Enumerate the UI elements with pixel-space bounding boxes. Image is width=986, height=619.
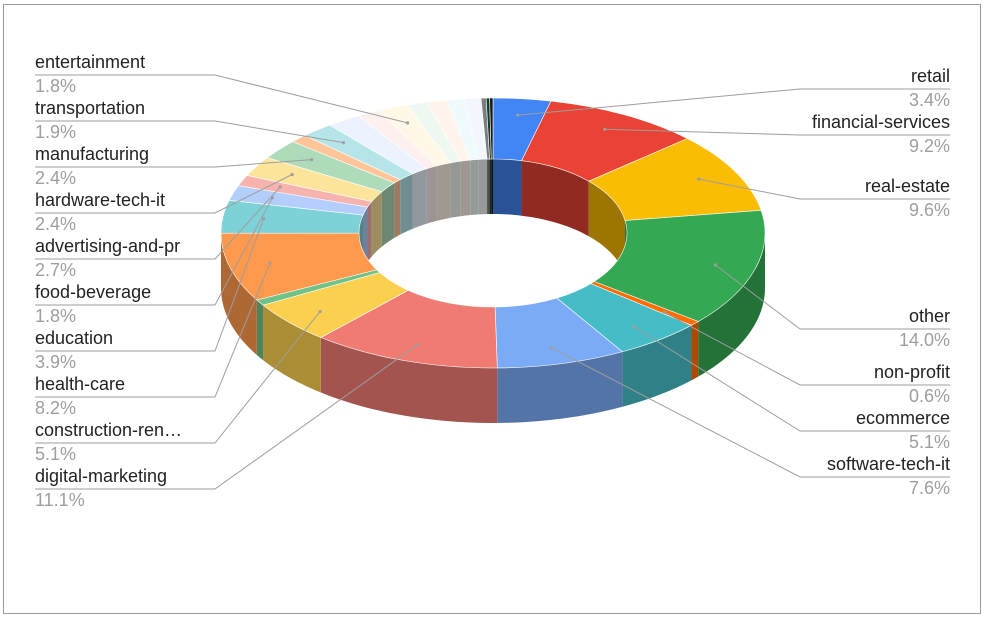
- leader-dot-transportation: [341, 141, 346, 145]
- label-hardware-tech-it: hardware-tech-it: [35, 190, 165, 210]
- inner-wall-16-1: [394, 179, 401, 238]
- label-retail: retail: [911, 66, 950, 86]
- label-advertising-and-pr: advertising-and-pr: [35, 236, 180, 256]
- leader-line-real-estate: [698, 178, 950, 200]
- leader-dot-education: [262, 217, 266, 221]
- leader-line-retail: [517, 88, 950, 116]
- pct-advertising-and-pr: 2.7%: [35, 260, 76, 280]
- inner-wall-22-1: [460, 160, 471, 217]
- leader-line-transportation: [35, 120, 344, 144]
- leader-lines: [35, 74, 950, 490]
- outer-wall-8: [263, 305, 321, 393]
- leader-dot-entertainment: [405, 121, 410, 125]
- leader-line-advertising-and-pr: [35, 186, 281, 260]
- pct-health-care: 8.2%: [35, 398, 76, 418]
- leader-dot-manufacturing: [310, 158, 314, 162]
- slice-other-3[interactable]: [593, 209, 766, 322]
- donut-sides: [221, 159, 765, 423]
- inner-wall-14-1: [371, 191, 382, 257]
- pct-education: 3.9%: [35, 352, 76, 372]
- leader-line-manufacturing: [35, 159, 312, 168]
- inner-wall-21-1: [450, 161, 461, 218]
- leader-line-education: [35, 218, 265, 352]
- label-digital-marketing: digital-marketing: [35, 466, 167, 486]
- inner-wall-13-1: [367, 201, 372, 263]
- label-manufacturing: manufacturing: [35, 144, 149, 164]
- outer-wall-10: [221, 233, 257, 356]
- leader-line-non-profit: [664, 311, 950, 386]
- outer-wall-3: [698, 233, 765, 377]
- leader-line-health-care: [35, 263, 271, 398]
- inner-wall-23-1: [470, 159, 479, 216]
- inner-wall-20-1: [436, 162, 451, 221]
- leader-line-other: [715, 264, 950, 330]
- leader-dot-software-tech-it: [549, 346, 554, 350]
- label-health-care: health-care: [35, 374, 125, 394]
- label-non-profit: non-profit: [874, 362, 950, 382]
- leader-line-hardware-tech-it: [35, 174, 293, 214]
- leader-dot-ecommerce: [632, 325, 636, 329]
- leader-line-software-tech-it: [551, 347, 950, 478]
- inner-wall-15-1: [381, 182, 395, 247]
- inner-wall-1-0: [521, 160, 589, 237]
- inner-wall-25-1: [487, 159, 490, 215]
- inner-wall-26-1: [489, 159, 492, 215]
- pct-food-beverage: 1.8%: [35, 306, 76, 326]
- outer-wall-7: [320, 337, 498, 423]
- label-software-tech-it: software-tech-it: [827, 454, 950, 474]
- slice-labels: retail 3.4%financial-services 9.2% real-est…: [35, 52, 950, 510]
- label-education: education: [35, 328, 113, 348]
- inner-wall-0-0: [493, 159, 522, 216]
- pct-manufacturing: 2.4%: [35, 168, 76, 188]
- label-ecommerce: ecommerce: [856, 408, 950, 428]
- inner-wall-24-1: [478, 159, 488, 215]
- label-transportation: transportation: [35, 98, 145, 118]
- pct-real-estate: 9.6%: [909, 200, 950, 220]
- leader-line-digital-marketing: [35, 344, 418, 490]
- inner-wall-17-1: [400, 173, 413, 235]
- leader-dot-advertising-and-pr: [278, 185, 282, 189]
- leader-line-entertainment: [35, 74, 408, 124]
- leader-dot-non-profit: [662, 310, 667, 314]
- inner-wall-27-1: [491, 159, 493, 215]
- leader-dot-retail: [516, 113, 520, 117]
- outer-wall-5: [622, 325, 692, 407]
- leader-dot-digital-marketing: [415, 343, 419, 347]
- label-entertainment: entertainment: [35, 52, 145, 72]
- label-construction-ren: construction-ren…: [35, 420, 182, 440]
- donut-top-faces: [220, 97, 766, 369]
- leader-line-ecommerce: [633, 326, 950, 432]
- leader-dot-real-estate: [697, 177, 701, 181]
- leader-dot-health-care: [268, 261, 272, 266]
- leader-line-food-beverage: [35, 197, 273, 306]
- leader-dot-other: [713, 263, 718, 267]
- pct-ecommerce: 5.1%: [909, 432, 950, 452]
- label-other: other: [909, 306, 950, 326]
- pct-non-profit: 0.6%: [909, 386, 950, 406]
- inner-wall-18-1: [412, 168, 427, 229]
- pct-hardware-tech-it: 2.4%: [35, 214, 76, 234]
- leader-dot-hardware-tech-it: [290, 172, 294, 177]
- pct-retail: 3.4%: [909, 90, 950, 110]
- pct-transportation: 1.9%: [35, 122, 76, 142]
- inner-wall-19-1: [426, 165, 437, 224]
- leader-line-financial-services: [604, 128, 950, 136]
- outer-wall-6: [497, 351, 623, 423]
- label-financial-services: financial-services: [812, 112, 950, 132]
- label-real-estate: real-estate: [865, 176, 950, 196]
- slice-unlabeled-27[interactable]: [489, 97, 494, 160]
- leader-line-construction-ren: [35, 311, 321, 444]
- pct-entertainment: 1.8%: [35, 76, 76, 96]
- inner-wall-2-0: [588, 181, 626, 276]
- pct-other: 14.0%: [899, 330, 950, 350]
- outer-wall-9: [256, 300, 264, 361]
- leader-dot-financial-services: [603, 127, 607, 131]
- pct-digital-marketing: 11.1%: [35, 490, 85, 510]
- pct-software-tech-it: 7.6%: [909, 478, 950, 498]
- label-food-beverage: food-beverage: [35, 282, 151, 302]
- pct-construction-ren: 5.1%: [35, 444, 76, 464]
- leader-dot-construction-ren: [318, 309, 322, 314]
- pct-financial-services: 9.2%: [909, 136, 950, 156]
